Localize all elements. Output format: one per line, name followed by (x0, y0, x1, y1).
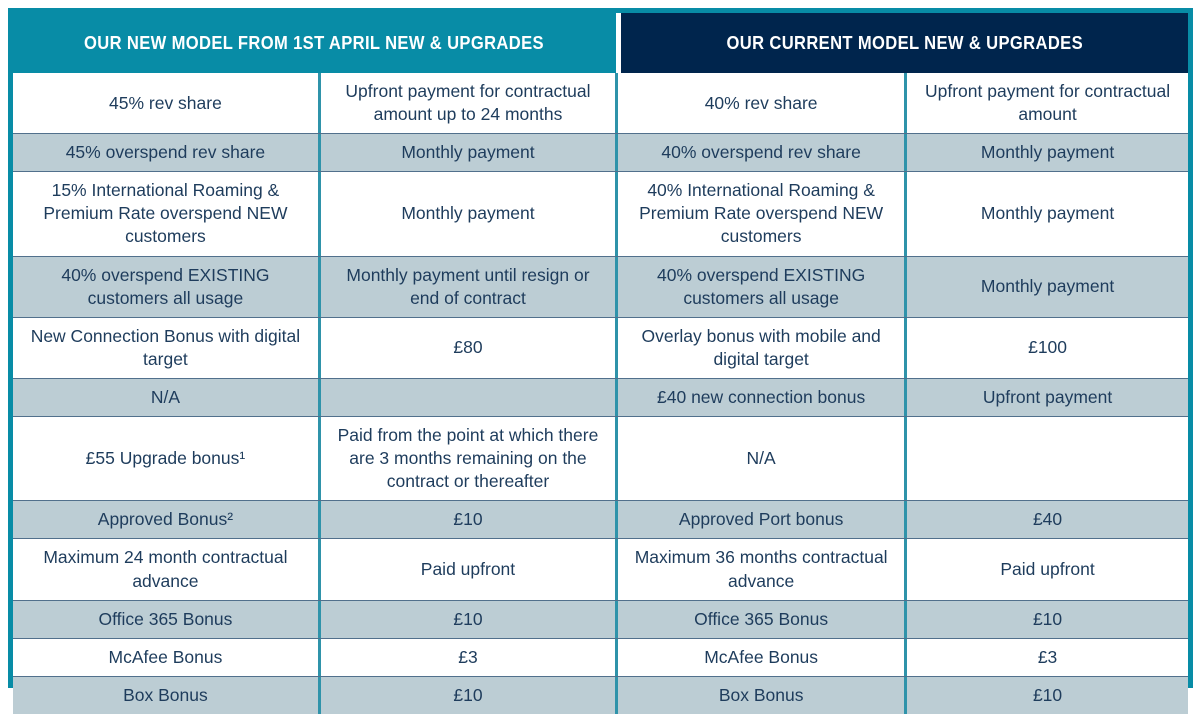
commission-comparison-table: OUR NEW MODEL FROM 1ST APRIL NEW & UPGRA… (8, 8, 1193, 714)
table-cell: Monthly payment (907, 256, 1188, 317)
table-cell: £3 (320, 638, 619, 676)
table-cell: Approved Bonus² (13, 501, 321, 539)
header-current-model: OUR CURRENT MODEL NEW & UPGRADES (620, 13, 1188, 73)
table-cell: 45% overspend rev share (13, 134, 321, 172)
table-cell: 40% International Roaming & Premium Rate… (618, 172, 908, 256)
table-cell: £80 (320, 317, 619, 378)
table-cell: 40% overspend rev share (618, 134, 908, 172)
table-cell: 40% rev share (618, 73, 908, 134)
table-cell: New Connection Bonus with digital target (13, 317, 321, 378)
header-current-model-label: OUR CURRENT MODEL NEW & UPGRADES (726, 32, 1083, 53)
table-cell: Monthly payment (320, 134, 619, 172)
table-cell: Box Bonus (618, 676, 908, 714)
table-row: 40% overspend EXISTING customers all usa… (13, 255, 1188, 317)
table-cell: Monthly payment until resign or end of c… (320, 256, 619, 317)
table-cell: Paid from the point at which there are 3… (320, 417, 619, 501)
table-header-row: OUR NEW MODEL FROM 1ST APRIL NEW & UPGRA… (13, 13, 1188, 73)
table-row: £55 Upgrade bonus¹ Paid from the point at… (13, 416, 1188, 501)
table-cell: £10 (907, 676, 1188, 714)
table-cell: N/A (618, 417, 908, 501)
table-cell: Approved Port bonus (618, 501, 908, 539)
table-row: 45% rev share Upfront payment for contrac… (13, 73, 1188, 134)
table-cell: McAfee Bonus (618, 638, 908, 676)
table-cell: 40% overspend EXISTING customers all usa… (13, 256, 321, 317)
table-body: 45% rev share Upfront payment for contrac… (13, 73, 1188, 714)
table-cell: £10 (907, 600, 1188, 638)
header-divider (615, 13, 621, 73)
table-row: McAfee Bonus £3 McAfee Bonus £3 (13, 637, 1188, 676)
page: OUR NEW MODEL FROM 1ST APRIL NEW & UPGRA… (8, 8, 1193, 714)
header-new-model: OUR NEW MODEL FROM 1ST APRIL NEW & UPGRA… (13, 13, 616, 73)
table-cell: Upfront payment for contractual amount u… (320, 73, 619, 134)
table-cell: Monthly payment (320, 172, 619, 256)
table-cell: McAfee Bonus (13, 638, 321, 676)
table-row: Office 365 Bonus £10 Office 365 Bonus £10 (13, 599, 1188, 638)
table-row: 15% International Roaming & Premium Rate… (13, 171, 1188, 256)
table-cell: Maximum 24 month contractual advance (13, 539, 321, 600)
table-row: New Connection Bonus with digital target… (13, 316, 1188, 378)
table-cell: 40% overspend EXISTING customers all usa… (618, 256, 908, 317)
table-cell: Paid upfront (320, 539, 619, 600)
table-cell: £10 (320, 600, 619, 638)
header-new-model-label: OUR NEW MODEL FROM 1ST APRIL NEW & UPGRA… (84, 32, 545, 53)
table-cell: £40 (907, 501, 1188, 539)
table-cell: N/A (13, 378, 321, 417)
table-row: 45% overspend rev share Monthly payment 40… (13, 133, 1188, 172)
table-cell: Paid upfront (907, 539, 1188, 600)
table-row: Box Bonus £10 Box Bonus £10 (13, 675, 1188, 714)
table-cell: Box Bonus (13, 676, 321, 714)
table-cell: 45% rev share (13, 73, 321, 134)
table-cell (320, 378, 619, 417)
table-cell: Maximum 36 months contractual advance (618, 539, 908, 600)
table-cell: Upfront payment for contractual amount (907, 73, 1188, 134)
table-cell: 15% International Roaming & Premium Rate… (13, 172, 321, 256)
table-cell: Overlay bonus with mobile and digital ta… (618, 317, 908, 378)
table-cell: Office 365 Bonus (13, 600, 321, 638)
table-cell (907, 417, 1188, 501)
table-cell: £3 (907, 638, 1188, 676)
table-cell: Office 365 Bonus (618, 600, 908, 638)
table-row: Maximum 24 month contractual advance Paid… (13, 538, 1188, 600)
table-row: N/A £40 new connection bonus Upfront payme… (13, 377, 1188, 417)
table-cell: Upfront payment (907, 378, 1188, 417)
table-cell: £100 (907, 317, 1188, 378)
table-row: Approved Bonus² £10 Approved Port bonus £40 (13, 500, 1188, 539)
table-cell: £55 Upgrade bonus¹ (13, 417, 321, 501)
table-cell: £10 (320, 501, 619, 539)
table-cell: £10 (320, 676, 619, 714)
table-cell: Monthly payment (907, 172, 1188, 256)
table-cell: £40 new connection bonus (618, 378, 908, 417)
table-cell: Monthly payment (907, 134, 1188, 172)
